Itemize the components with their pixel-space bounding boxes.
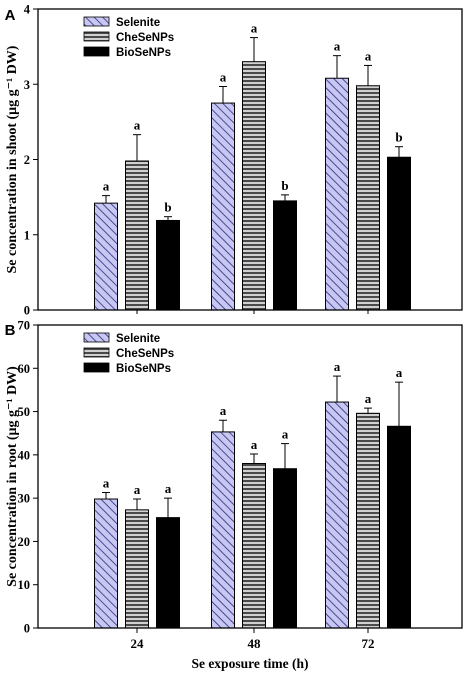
significance-letter: a — [282, 427, 289, 442]
y-tick-label: 0 — [24, 622, 30, 636]
legend-swatch-chesenps — [83, 31, 110, 42]
bar-chesenps-72 — [356, 412, 380, 629]
bar-chesenps-48 — [242, 61, 266, 311]
bar-biosenps-72 — [387, 425, 411, 629]
y-tick-label: 20 — [18, 535, 31, 549]
bar-selenite-72 — [325, 77, 349, 311]
bar-biosenps-24 — [156, 219, 180, 311]
legend-label: CheSeNPs — [116, 32, 174, 44]
plot-frame — [37, 324, 463, 629]
significance-letter: a — [220, 70, 227, 85]
bar-selenite-48 — [211, 102, 235, 311]
bar-selenite-48 — [211, 431, 235, 629]
bar-chesenps-24 — [125, 509, 149, 629]
y-tick-label: 3 — [24, 78, 30, 92]
significance-letter: a — [251, 21, 258, 36]
y-axis-label: Se concentration in shoot (μg g⁻¹ DW) — [5, 45, 20, 273]
y-tick-label: 50 — [18, 405, 31, 419]
significance-letter: a — [334, 39, 341, 54]
x-axis-label: Se exposure time (h) — [191, 656, 308, 671]
significance-letter: a — [365, 48, 372, 63]
legend-swatch-selenite — [83, 332, 110, 343]
bar-biosenps-48 — [273, 468, 297, 629]
legend-swatch-chesenps — [83, 347, 110, 358]
bar-selenite-72 — [325, 401, 349, 629]
x-tick-label: 72 — [362, 636, 375, 651]
significance-letter: a — [103, 476, 110, 491]
significance-letter: a — [365, 391, 372, 406]
bar-biosenps-48 — [273, 200, 297, 311]
y-axis-label: Se concentration in root (μg g⁻¹ DW) — [5, 366, 20, 587]
bar-chesenps-72 — [356, 85, 380, 311]
legend-label: Selenite — [116, 17, 160, 29]
y-tick-label: 1 — [24, 228, 30, 242]
significance-letter: b — [395, 130, 402, 145]
y-tick-label: 4 — [24, 3, 31, 17]
legend-swatch-selenite — [83, 16, 110, 27]
significance-letter: a — [103, 179, 110, 194]
y-tick-label: 2 — [24, 153, 30, 167]
significance-letter: a — [165, 481, 172, 496]
panel-letter: B — [5, 322, 16, 339]
significance-letter: a — [220, 403, 227, 418]
x-tick-label: 48 — [248, 636, 262, 651]
legend-label: BioSeNPs — [116, 47, 171, 59]
bar-selenite-24 — [94, 498, 118, 629]
plot-frame — [37, 8, 463, 311]
significance-letter: a — [396, 365, 403, 380]
significance-letter: b — [164, 200, 171, 215]
x-tick-label: 24 — [131, 636, 145, 651]
bar-selenite-24 — [94, 202, 118, 311]
bar-chesenps-48 — [242, 463, 266, 629]
legend-swatch-biosenps — [83, 46, 110, 57]
bar-chesenps-24 — [125, 160, 149, 311]
legend-label: BioSeNPs — [116, 363, 171, 375]
significance-letter: a — [134, 482, 141, 497]
panel-letter: A — [5, 7, 16, 24]
legend-label: Selenite — [116, 333, 160, 345]
y-tick-label: 0 — [24, 304, 30, 318]
y-tick-label: 40 — [18, 448, 31, 462]
bar-biosenps-24 — [156, 517, 180, 629]
bar-biosenps-72 — [387, 156, 411, 311]
legend-swatch-biosenps — [83, 362, 110, 373]
significance-letter: b — [281, 178, 288, 193]
legend-label: CheSeNPs — [116, 348, 174, 360]
y-tick-label: 10 — [18, 578, 31, 592]
y-tick-label: 70 — [18, 319, 31, 333]
significance-letter: a — [134, 118, 141, 133]
y-tick-label: 60 — [18, 362, 31, 376]
significance-letter: a — [251, 437, 258, 452]
significance-letter: a — [334, 359, 341, 374]
y-tick-label: 30 — [18, 492, 31, 506]
